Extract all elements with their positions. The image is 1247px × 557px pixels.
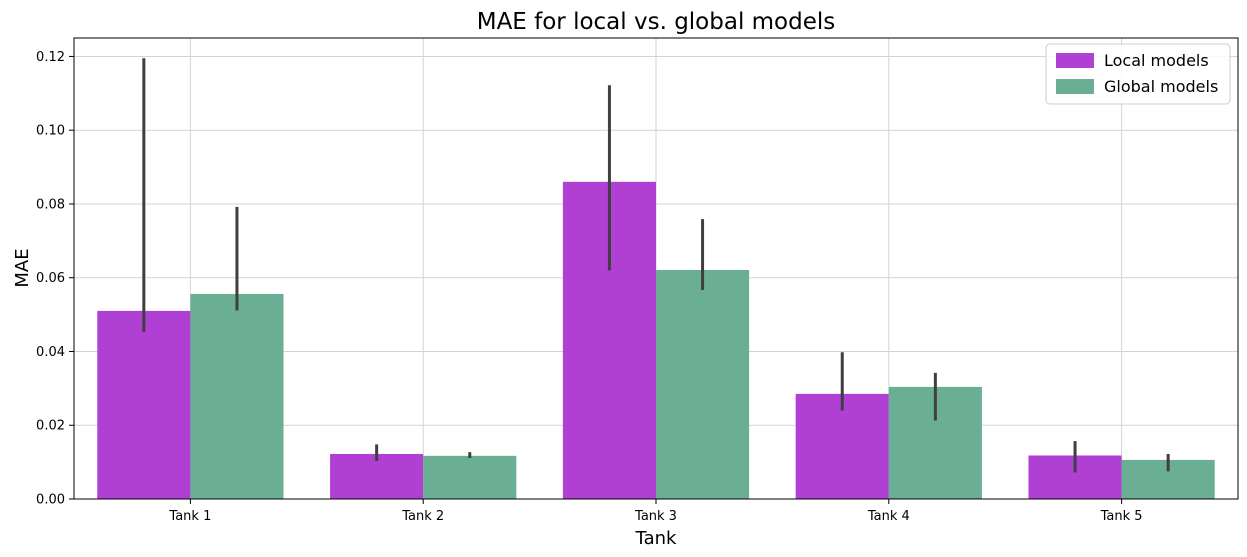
y-axis: 0.00 0.02 0.04 0.06 0.08 0.10 0.12 [36,50,74,508]
y-tick-label: 0.06 [36,271,65,286]
x-tick-label: Tank 2 [401,509,444,524]
x-tick-label: Tank 4 [867,509,910,524]
y-tick-label: 0.10 [36,124,65,139]
x-tick-label: Tank 3 [634,509,677,524]
bar [330,454,424,499]
bar [656,269,750,499]
y-tick-label: 0.04 [36,345,65,360]
legend: Local models Global models [1045,43,1231,105]
x-axis-title: Tank [635,528,677,549]
bar [423,455,517,499]
legend-swatch [1056,53,1094,68]
bar [795,393,889,499]
y-tick-label: 0.00 [36,493,65,508]
y-tick-label: 0.12 [36,50,65,65]
bars [97,181,1215,499]
x-axis: Tank 1 Tank 2 Tank 3 Tank 4 Tank 5 [168,499,1143,524]
y-tick-label: 0.02 [36,419,65,434]
x-tick-label: Tank 1 [168,509,211,524]
y-axis-title: MAE [12,248,33,287]
legend-label: Global models [1104,77,1218,96]
error-bars [142,58,1170,473]
y-tick-label: 0.08 [36,197,65,212]
bar [190,293,284,499]
x-tick-label: Tank 5 [1100,509,1143,524]
chart-title: MAE for local vs. global models [477,9,836,35]
legend-label: Local models [1104,51,1209,70]
bar [97,310,191,499]
legend-swatch [1056,79,1094,94]
